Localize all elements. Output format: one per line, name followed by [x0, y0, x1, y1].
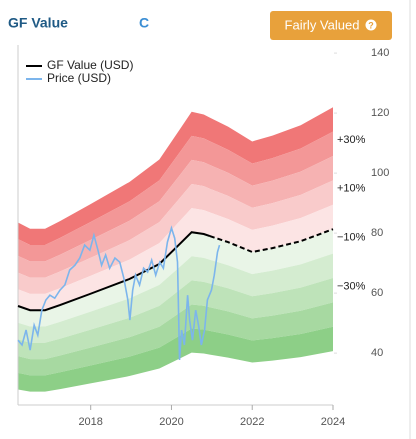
- band-label: +10%: [337, 183, 366, 195]
- y-tick-label: 120: [371, 107, 389, 119]
- value-band: [18, 277, 333, 360]
- value-band: [18, 204, 333, 311]
- price-line: [17, 225, 221, 361]
- ticker: C: [139, 15, 149, 31]
- y-tick-label: 40: [371, 347, 383, 359]
- title: GF Value: [8, 15, 68, 31]
- y-tick-label: 100: [371, 167, 389, 179]
- help-icon-text[interactable]: ?: [368, 20, 374, 30]
- legend-label: Price (USD): [47, 71, 111, 85]
- value-band: [18, 131, 333, 262]
- band-label: −30%: [337, 280, 366, 292]
- x-tick-label: 2022: [240, 416, 264, 428]
- x-tick-label: 2018: [78, 416, 102, 428]
- value-band: [18, 326, 333, 392]
- band-label: −10%: [337, 231, 366, 243]
- y-tick-label: 140: [371, 47, 389, 59]
- x-tick-label: 2020: [159, 416, 183, 428]
- value-band: [18, 253, 333, 343]
- value-band: [18, 302, 333, 376]
- legend-label: GF Value (USD): [47, 58, 133, 72]
- value-band: [18, 180, 333, 294]
- x-tick-label: 2024: [321, 416, 345, 428]
- y-tick-label: 60: [371, 287, 383, 299]
- gf-value-line: [17, 231, 211, 312]
- valuation-label[interactable]: Fairly Valued: [285, 17, 360, 32]
- valuation-button[interactable]: [270, 11, 392, 40]
- help-icon[interactable]: [365, 19, 377, 31]
- y-tick-label: 80: [371, 227, 383, 239]
- value-band: [18, 107, 333, 246]
- gf-value-line: [209, 228, 334, 254]
- band-label: +30%: [337, 134, 366, 146]
- value-band: [18, 229, 333, 327]
